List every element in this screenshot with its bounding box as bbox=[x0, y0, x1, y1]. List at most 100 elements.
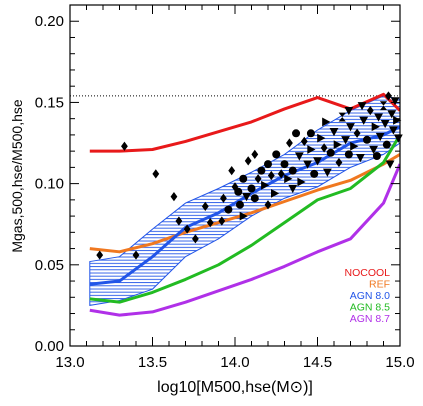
obs-point-circle bbox=[310, 169, 319, 178]
obs-point-circle bbox=[234, 187, 243, 196]
y-tick-label: 0.10 bbox=[35, 176, 64, 193]
obs-point-diamond bbox=[254, 174, 262, 184]
legend-entry-agn-8-5: AGN 8.5 bbox=[350, 302, 390, 314]
obs-point-diamond bbox=[320, 143, 328, 153]
obs-point-diamond bbox=[152, 169, 160, 179]
series-line-agn-8-0 bbox=[89, 125, 400, 286]
obs-point-diamond bbox=[366, 105, 374, 116]
obs-point-circle bbox=[247, 184, 256, 193]
obs-point-tri-down bbox=[356, 154, 365, 163]
obs-point-circle bbox=[344, 150, 353, 159]
obs-point-tri-down bbox=[375, 132, 385, 142]
obs-point-diamond bbox=[170, 192, 178, 202]
obs-point-diamond bbox=[353, 128, 361, 138]
obs-point-diamond bbox=[300, 136, 308, 146]
obs-point-diamond bbox=[96, 250, 104, 260]
obs-point-tri-down bbox=[344, 106, 354, 116]
obs-point-tri-right bbox=[297, 177, 306, 187]
obs-point-tri-right bbox=[322, 117, 331, 127]
obs-point-circle bbox=[235, 200, 244, 209]
obs-point-diamond bbox=[218, 216, 226, 226]
obs-point-diamond bbox=[264, 200, 272, 210]
x-axis-title-text: log10[M500,hse(M⊙)] bbox=[157, 379, 313, 396]
obs-point-tri-down bbox=[369, 145, 378, 155]
x-tick-label: 14.0 bbox=[220, 354, 249, 371]
obs-point-diamond bbox=[228, 166, 236, 176]
obs-point-tri-down bbox=[346, 123, 355, 132]
obs-point-tri-right bbox=[393, 115, 402, 125]
obs-point-tri-down bbox=[385, 160, 395, 169]
obs-point-tri-down bbox=[323, 168, 332, 177]
obs-point-tri-right bbox=[239, 211, 248, 221]
obs-point-tri-down bbox=[389, 126, 398, 135]
obs-point-circle bbox=[264, 160, 272, 169]
obs-point-circle bbox=[382, 140, 391, 149]
x-tick-label: 13.0 bbox=[55, 354, 84, 371]
obs-point-circle bbox=[372, 152, 381, 161]
obs-point-tri-down bbox=[359, 116, 369, 125]
obs-point-circle bbox=[288, 166, 297, 175]
y-axis-title-text: Mgas,500,hse/M500,hse bbox=[9, 99, 25, 253]
x-tick-labels: 13.0 13.5 14.0 14.5 15.0 bbox=[55, 354, 414, 371]
x-tick-label: 15.0 bbox=[385, 354, 414, 371]
obs-point-tri-right bbox=[271, 188, 280, 198]
obs-point-tri-down bbox=[313, 157, 322, 166]
series-line-ref bbox=[89, 153, 400, 254]
obs-point-tri-down bbox=[390, 97, 400, 106]
y-tick-label: 0.20 bbox=[35, 13, 64, 30]
x-axis-title: log10[M500,hse(M⊙)] bbox=[157, 379, 313, 396]
obs-point-diamond bbox=[201, 201, 209, 211]
obs-point-circle bbox=[239, 174, 248, 183]
obs-point-diamond bbox=[220, 193, 227, 203]
y-tick-label: 0.15 bbox=[35, 94, 64, 111]
y-tick-labels: 0.00 0.05 0.10 0.15 0.20 bbox=[35, 13, 64, 355]
obs-point-diamond bbox=[335, 157, 343, 168]
series-line-agn-8-7 bbox=[89, 163, 400, 317]
axis-ticks bbox=[69, 4, 401, 347]
y-axis-title: Mgas,500,hse/M500,hse bbox=[9, 99, 25, 253]
obs-point-tri-down bbox=[341, 136, 350, 145]
obs-point-diamond bbox=[183, 224, 191, 234]
obs-point-tri-down bbox=[329, 128, 339, 137]
legend-entry-nocool: NOCOOL bbox=[344, 267, 390, 279]
obs-point-diamond bbox=[192, 234, 199, 244]
obs-point-circle bbox=[250, 194, 259, 203]
obs-point-tri-down bbox=[357, 102, 367, 111]
obs-point-tri-right bbox=[333, 140, 342, 150]
obs-point-tri-right bbox=[284, 174, 293, 184]
obs-point-diamond bbox=[251, 149, 259, 159]
x-tick-label: 13.5 bbox=[138, 354, 167, 371]
obs-point-circle bbox=[272, 150, 281, 159]
obs-point-tri-down bbox=[303, 160, 312, 169]
obs-point-circle bbox=[224, 205, 233, 214]
y-tick-label: 0.05 bbox=[35, 257, 64, 274]
legend-entry-agn-8-0: AGN 8.0 bbox=[350, 290, 390, 302]
obs-point-circle bbox=[257, 166, 266, 175]
series-line-agn-8-5 bbox=[89, 134, 400, 304]
observations-layer bbox=[96, 91, 403, 260]
obs-point-circle bbox=[363, 135, 371, 144]
obs-point-diamond bbox=[267, 170, 275, 181]
obs-point-circle bbox=[326, 148, 335, 157]
obs-point-diamond bbox=[175, 216, 183, 226]
obs-point-tri-down bbox=[242, 193, 251, 202]
obs-point-diamond bbox=[286, 138, 293, 148]
obs-point-tri-right bbox=[371, 122, 380, 132]
obs-point-diamond bbox=[244, 156, 252, 166]
obs-point-circle bbox=[280, 160, 289, 169]
obs-point-tri-down bbox=[374, 113, 383, 122]
obs-point-tri-down bbox=[380, 119, 390, 129]
obs-point-tri-right bbox=[350, 141, 359, 151]
obs-point-diamond bbox=[132, 250, 140, 260]
obs-point-hourglass bbox=[338, 112, 346, 122]
obs-point-tri-down bbox=[294, 152, 304, 161]
obs-point-diamond bbox=[385, 91, 392, 101]
obs-point-tri-right bbox=[307, 145, 316, 154]
legend-entry-agn-8-7: AGN 8.7 bbox=[350, 313, 390, 325]
obs-point-diamond bbox=[206, 217, 214, 228]
obs-point-tri-down bbox=[288, 184, 298, 194]
obs-point-tri-right bbox=[317, 133, 326, 143]
obs-point-hourglass bbox=[379, 101, 388, 111]
obs-point-diamond bbox=[121, 141, 128, 151]
